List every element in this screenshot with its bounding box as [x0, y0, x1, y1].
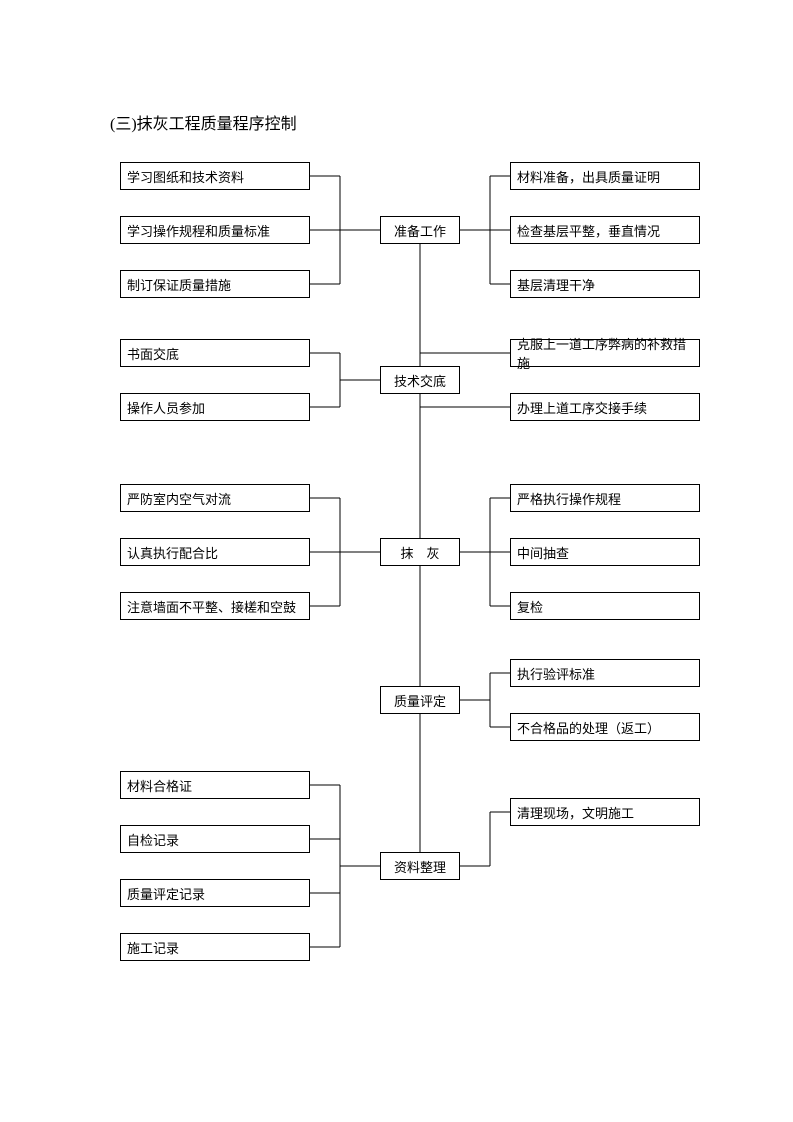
left-item: 施工记录: [120, 933, 310, 961]
left-item: 操作人员参加: [120, 393, 310, 421]
left-item: 认真执行配合比: [120, 538, 310, 566]
right-item: 办理上道工序交接手续: [510, 393, 700, 421]
center-tech: 技术交底: [380, 366, 460, 394]
right-item: 清理现场，文明施工: [510, 798, 700, 826]
left-item: 制订保证质量措施: [120, 270, 310, 298]
right-item: 执行验评标准: [510, 659, 700, 687]
left-item: 学习图纸和技术资料: [120, 162, 310, 190]
left-item: 材料合格证: [120, 771, 310, 799]
left-item: 自检记录: [120, 825, 310, 853]
left-item: 书面交底: [120, 339, 310, 367]
left-item: 注意墙面不平整、接槎和空鼓: [120, 592, 310, 620]
right-item: 不合格品的处理（返工）: [510, 713, 700, 741]
page-title: (三)抹灰工程质量程序控制: [110, 110, 297, 134]
center-plaster: 抹 灰: [380, 538, 460, 566]
right-item: 严格执行操作规程: [510, 484, 700, 512]
right-item: 材料准备，出具质量证明: [510, 162, 700, 190]
right-item: 复检: [510, 592, 700, 620]
right-item: 基层清理干净: [510, 270, 700, 298]
left-item: 严防室内空气对流: [120, 484, 310, 512]
center-quality: 质量评定: [380, 686, 460, 714]
left-item: 质量评定记录: [120, 879, 310, 907]
right-item: 中间抽查: [510, 538, 700, 566]
left-item: 学习操作规程和质量标准: [120, 216, 310, 244]
center-docs: 资料整理: [380, 852, 460, 880]
right-item: 检查基层平整，垂直情况: [510, 216, 700, 244]
right-item: 克服上一道工序弊病的补救措施: [510, 339, 700, 367]
center-prep: 准备工作: [380, 216, 460, 244]
